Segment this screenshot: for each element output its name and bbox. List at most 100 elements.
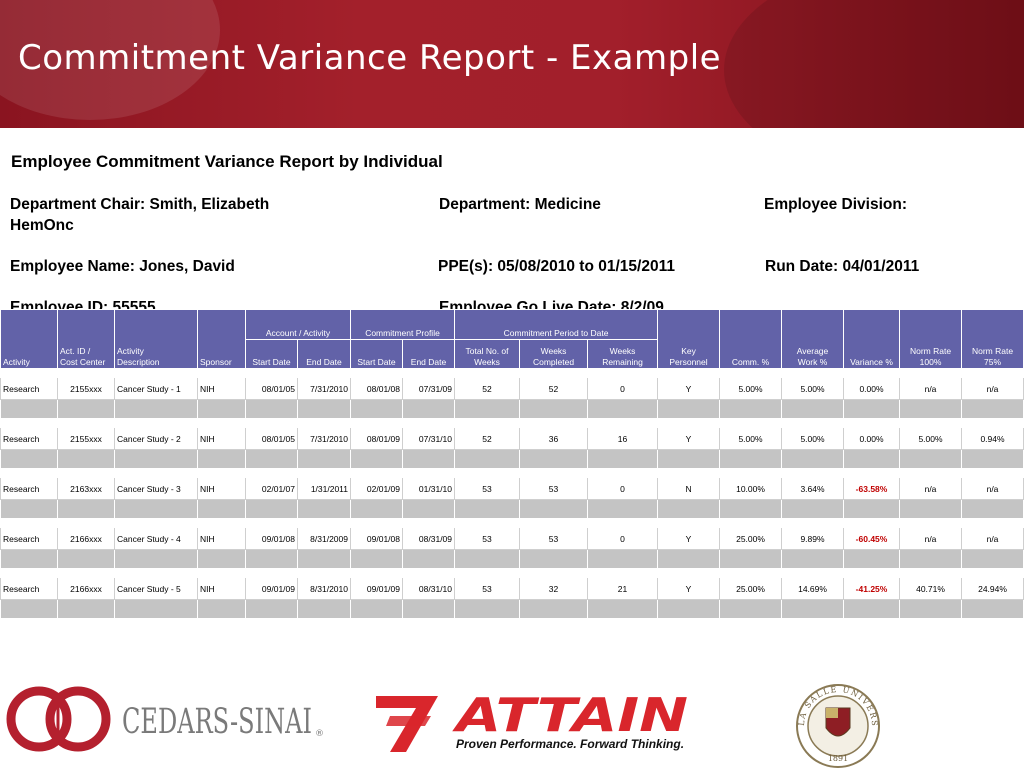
- blank-cell: [197, 368, 246, 378]
- blank-cell: [587, 468, 659, 478]
- blank-cell: [843, 568, 901, 578]
- spacer-cell: [899, 549, 963, 569]
- spacer-cell: [719, 499, 783, 519]
- col-header-description-line1: Activity: [117, 346, 144, 356]
- spacer-cell: [350, 549, 403, 569]
- spacer-cell: [454, 549, 521, 569]
- cell-prof-end: 07/31/10: [401, 427, 456, 450]
- blank-cell: [519, 518, 589, 528]
- blank-cell: [899, 418, 963, 428]
- spacer-cell: [57, 549, 115, 569]
- col-header-norm100-line2: 100%: [919, 357, 942, 367]
- col-header-avg-work: Average Work %: [781, 309, 845, 369]
- col-header-norm75-line2: 75%: [984, 357, 1002, 367]
- spacer-cell: [297, 599, 351, 619]
- table-row: Research 2166xxx Cancer Study - 4 NIH 09/01/…: [0, 527, 1024, 550]
- spacer-cell: [245, 499, 298, 519]
- cell-comm-pct: 25.00%: [719, 577, 783, 600]
- cell-description: Cancer Study - 5: [114, 577, 198, 600]
- blank-cell: [401, 568, 456, 578]
- cell-norm-100: 40.71%: [899, 577, 963, 600]
- blank-cell: [197, 568, 246, 578]
- attain-swoosh: [386, 716, 431, 726]
- blank-row: [0, 518, 1024, 528]
- blank-cell: [719, 568, 783, 578]
- col-header-remaining-line1: Weeks: [609, 346, 636, 356]
- col-header-total-line2: Weeks: [474, 357, 500, 367]
- col-header-norm75-line1: Norm Rate: [971, 346, 1014, 356]
- col-header-key-personnel: Key Personnel: [657, 309, 721, 369]
- spacer-cell: [961, 549, 1024, 569]
- spacer-cell: [245, 549, 298, 569]
- spacer-cell: [961, 449, 1024, 469]
- blank-cell: [245, 518, 298, 528]
- blank-cell: [519, 418, 589, 428]
- cell-act-id: 2166xxx: [57, 527, 115, 550]
- spacer-cell: [961, 599, 1024, 619]
- spacer-cell: [114, 599, 198, 619]
- slide-title: Commitment Variance Report - Example: [18, 38, 722, 78]
- cell-weeks-remaining: 0: [587, 377, 659, 400]
- spacer-cell: [719, 549, 783, 569]
- blank-cell: [454, 468, 521, 478]
- spacer-cell: [297, 499, 351, 519]
- spacer-row: [0, 399, 1024, 419]
- blank-cell: [519, 368, 589, 378]
- blank-cell: [350, 368, 403, 378]
- cell-key-personnel: Y: [657, 527, 721, 550]
- report-title: Employee Commitment Variance Report by I…: [11, 152, 443, 171]
- spacer-cell: [961, 399, 1024, 419]
- spacer-cell: [781, 599, 845, 619]
- blank-cell: [587, 518, 659, 528]
- cell-norm-100: n/a: [899, 527, 963, 550]
- col-header-avg-line1: Average: [796, 346, 829, 356]
- cell-norm-100: 5.00%: [899, 427, 963, 450]
- blank-row: [0, 368, 1024, 378]
- blank-cell: [57, 568, 115, 578]
- cell-sponsor: NIH: [197, 527, 246, 550]
- blank-cell: [197, 518, 246, 528]
- cs-wordmark: CEDARS-SINAI: [122, 702, 312, 742]
- header-decoration: [724, 0, 1024, 128]
- cell-sponsor: NIH: [197, 577, 246, 600]
- col-header-total-weeks: Total No. of Weeks: [454, 339, 521, 369]
- col-header-comm-pct: Comm. %: [719, 309, 783, 369]
- blank-cell: [245, 468, 298, 478]
- spacer-cell: [719, 599, 783, 619]
- cell-act-id: 2166xxx: [57, 577, 115, 600]
- blank-cell: [961, 568, 1024, 578]
- blank-cell: [454, 518, 521, 528]
- cell-prof-end: 08/31/10: [401, 577, 456, 600]
- variance-table: Activity Act. ID / Cost Center Activity …: [0, 309, 1024, 619]
- spacer-cell: [350, 399, 403, 419]
- ppe-range: PPE(s): 05/08/2010 to 01/15/2011: [438, 258, 675, 275]
- blank-cell: [657, 568, 721, 578]
- blank-cell: [899, 368, 963, 378]
- cell-key-personnel: Y: [657, 427, 721, 450]
- table-body: Research 2155xxx Cancer Study - 1 NIH 08/01/…: [0, 368, 1024, 619]
- spacer-cell: [245, 599, 298, 619]
- cell-norm-75: 24.94%: [961, 577, 1024, 600]
- cell-acct-end: 8/31/2010: [297, 577, 351, 600]
- attain-logo: ATTAIN Proven Performance. Forward Think…: [376, 688, 688, 752]
- cell-description: Cancer Study - 3: [114, 477, 198, 500]
- cell-comm-pct: 25.00%: [719, 527, 783, 550]
- cell-prof-start: 02/01/09: [350, 477, 403, 500]
- cell-total-weeks: 53: [454, 527, 521, 550]
- col-header-completed-line2: Completed: [532, 357, 575, 367]
- col-header-total-line1: Total No. of: [465, 346, 509, 356]
- department: Department: Medicine: [439, 196, 601, 213]
- cell-avg-work-pct: 5.00%: [781, 377, 845, 400]
- blank-cell: [57, 368, 115, 378]
- cell-total-weeks: 52: [454, 377, 521, 400]
- cell-description: Cancer Study - 2: [114, 427, 198, 450]
- cell-avg-work-pct: 5.00%: [781, 427, 845, 450]
- spacer-cell: [197, 399, 246, 419]
- blank-cell: [781, 468, 845, 478]
- blank-cell: [961, 468, 1024, 478]
- col-header-act-id-line2: Cost Center: [60, 357, 106, 367]
- col-header-act-id: Act. ID / Cost Center: [57, 309, 115, 369]
- blank-cell: [114, 568, 198, 578]
- blank-cell: [719, 468, 783, 478]
- blank-cell: [454, 418, 521, 428]
